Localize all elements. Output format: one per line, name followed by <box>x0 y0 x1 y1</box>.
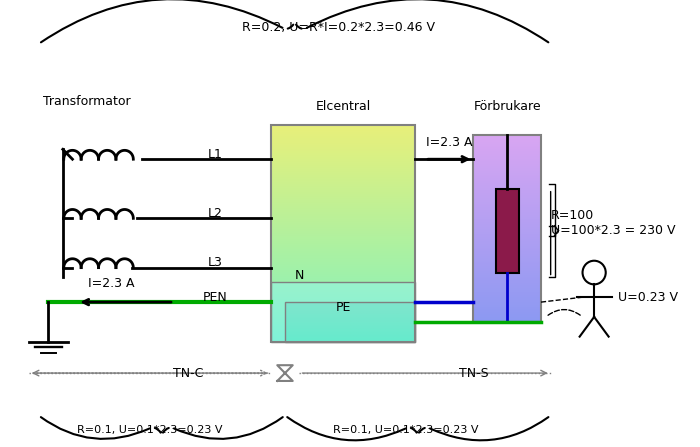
Text: R=0.1, U=0.1*2.3=0.23 V: R=0.1, U=0.1*2.3=0.23 V <box>333 425 479 435</box>
Text: TN-S: TN-S <box>458 367 488 380</box>
Bar <box>473 135 541 322</box>
Text: PEN: PEN <box>203 291 228 304</box>
Bar <box>496 189 519 273</box>
Bar <box>270 125 415 342</box>
Text: PE: PE <box>335 300 351 313</box>
Text: I=2.3 A: I=2.3 A <box>88 277 134 290</box>
Text: R=0.2, U=R*I=0.2*2.3=0.46 V: R=0.2, U=R*I=0.2*2.3=0.46 V <box>241 21 435 34</box>
Text: R=100
U=100*2.3 = 230 V: R=100 U=100*2.3 = 230 V <box>551 209 675 237</box>
Text: TN-C: TN-C <box>173 367 204 380</box>
Text: Förbrukare: Förbrukare <box>473 100 541 113</box>
Bar <box>285 302 415 342</box>
Text: N: N <box>295 270 304 283</box>
Text: R=0.1, U=0.1*2.3=0.23 V: R=0.1, U=0.1*2.3=0.23 V <box>77 425 223 435</box>
Text: L1: L1 <box>208 148 223 161</box>
Text: U=0.23 V: U=0.23 V <box>618 291 678 304</box>
Text: Transformator: Transformator <box>43 95 131 108</box>
Bar <box>270 283 415 342</box>
Text: I=2.3 A: I=2.3 A <box>426 136 473 149</box>
Text: Elcentral: Elcentral <box>315 100 370 113</box>
Text: L2: L2 <box>208 207 223 220</box>
Text: L3: L3 <box>208 256 223 269</box>
